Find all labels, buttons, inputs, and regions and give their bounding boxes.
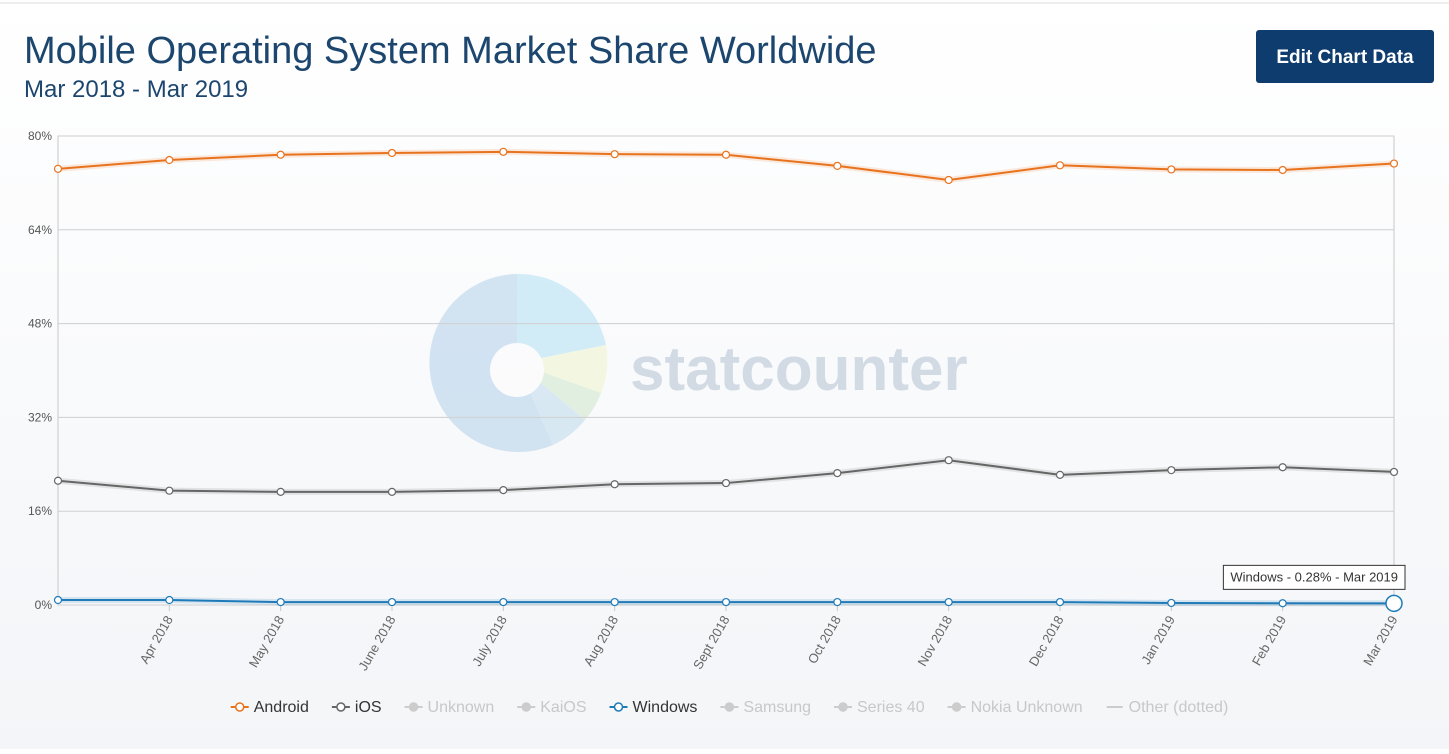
data-point[interactable]	[610, 150, 619, 159]
legend-label[interactable]: Nokia Unknown	[971, 699, 1083, 716]
data-point[interactable]	[387, 487, 397, 496]
legend-label[interactable]: Samsung	[743, 699, 811, 716]
y-tick-label: 48%	[28, 317, 52, 331]
legend-item[interactable]: Nokia Unknown	[947, 699, 1083, 716]
data-point[interactable]	[53, 164, 63, 173]
legend-item[interactable]: Other (dotted)	[1106, 699, 1229, 716]
data-point[interactable]	[833, 161, 842, 170]
legend-marker[interactable]	[724, 702, 735, 712]
data-point[interactable]	[165, 486, 174, 495]
logo-piece	[429, 274, 553, 452]
data-point[interactable]	[499, 597, 508, 607]
watermark-text: statcounter	[630, 335, 968, 404]
hover-point[interactable]	[1385, 594, 1403, 613]
data-point[interactable]	[1055, 161, 1065, 170]
data-point[interactable]	[944, 175, 953, 185]
legend-label[interactable]: Windows	[633, 699, 698, 716]
data-point[interactable]	[721, 597, 731, 607]
data-point[interactable]	[833, 468, 842, 478]
data-point[interactable]	[276, 597, 285, 607]
legend-item[interactable]: Series 40	[834, 699, 925, 716]
y-tick-label: 0%	[35, 598, 53, 612]
legend-label[interactable]: Series 40	[857, 699, 925, 716]
legend-marker[interactable]	[234, 702, 245, 712]
legend-label[interactable]: Android	[254, 699, 309, 716]
data-point[interactable]	[1167, 466, 1176, 475]
legend-label[interactable]: Unknown	[428, 699, 495, 716]
legend-marker[interactable]	[408, 702, 419, 712]
data-point[interactable]	[387, 597, 397, 607]
logo-piece	[517, 363, 585, 445]
tooltip-text: Windows - 0.28% - Mar 2019	[1230, 569, 1398, 584]
legend-marker[interactable]	[838, 702, 848, 712]
legend-marker[interactable]	[951, 702, 962, 712]
legend-item[interactable]: Unknown	[404, 699, 495, 716]
data-point[interactable]	[276, 150, 285, 159]
data-point[interactable]	[1389, 467, 1399, 477]
legend-marker[interactable]	[336, 702, 346, 712]
tooltip: Windows - 0.28% - Mar 2019	[1222, 564, 1406, 590]
tooltip-box	[1222, 564, 1406, 590]
data-point[interactable]	[1055, 597, 1065, 607]
legend: Android iOS Unknown KaiOS Windows Samsung Seri…	[230, 699, 1229, 716]
data-point[interactable]	[1055, 470, 1065, 479]
data-point[interactable]	[499, 147, 508, 156]
logo-piece	[517, 345, 608, 393]
data-point[interactable]	[1278, 463, 1287, 472]
data-point[interactable]	[1167, 598, 1176, 608]
data-point[interactable]	[1167, 165, 1176, 174]
data-point[interactable]	[165, 155, 174, 165]
y-tick-label: 16%	[28, 504, 52, 518]
legend-item[interactable]: iOS	[331, 699, 382, 716]
y-tick-label: 64%	[28, 223, 52, 237]
logo-piece	[517, 273, 606, 363]
data-point[interactable]	[53, 595, 63, 605]
data-point[interactable]	[833, 597, 842, 607]
legend-item[interactable]: Android	[230, 699, 309, 716]
data-point[interactable]	[1389, 159, 1399, 168]
data-point[interactable]	[53, 476, 63, 485]
legend-label[interactable]: Other (dotted)	[1129, 699, 1229, 716]
data-point[interactable]	[165, 595, 174, 605]
logo-piece	[517, 363, 601, 420]
watermark-logo	[429, 273, 608, 452]
data-point[interactable]	[610, 480, 619, 489]
data-point[interactable]	[944, 456, 953, 465]
data-point[interactable]	[1278, 599, 1287, 608]
page-subtitle: Mar 2018 - Mar 2019	[24, 76, 248, 103]
data-point[interactable]	[610, 597, 619, 607]
logo-hole	[490, 343, 544, 397]
legend-marker[interactable]	[521, 702, 532, 712]
legend-label[interactable]: KaiOS	[540, 699, 586, 716]
data-point[interactable]	[276, 487, 285, 496]
legend-item[interactable]: KaiOS	[517, 699, 587, 716]
y-tick-label: 32%	[28, 410, 52, 424]
y-tick-label: 80%	[28, 129, 52, 143]
button-label[interactable]: Edit Chart Data	[1276, 47, 1414, 68]
legend-marker[interactable]	[613, 702, 624, 712]
edit-button[interactable]: Edit Chart Data	[1256, 30, 1434, 83]
button-bg[interactable]	[1256, 30, 1434, 83]
data-point[interactable]	[499, 485, 508, 495]
data-point[interactable]	[944, 597, 953, 607]
legend-label[interactable]: iOS	[355, 699, 382, 716]
data-point[interactable]	[721, 150, 731, 159]
legend-item[interactable]: Samsung	[720, 699, 811, 716]
page-title: Mobile Operating System Market Share Wor…	[24, 30, 877, 72]
data-point[interactable]	[1278, 165, 1287, 175]
data-point[interactable]	[721, 478, 731, 488]
data-point[interactable]	[387, 148, 397, 158]
legend-item[interactable]: Windows	[609, 699, 698, 716]
